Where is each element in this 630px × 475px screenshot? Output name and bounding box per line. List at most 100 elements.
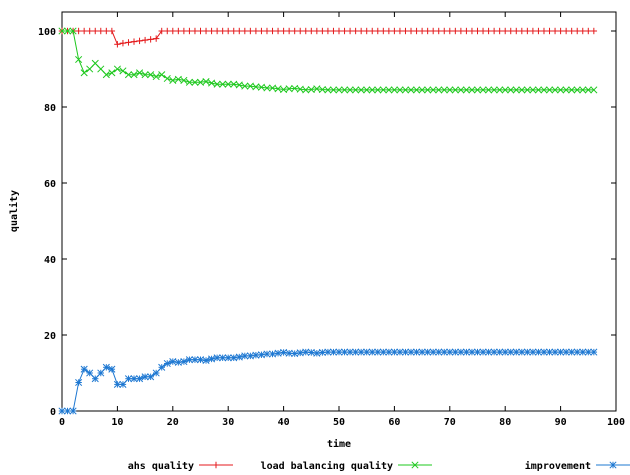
data-point-improvement bbox=[130, 375, 138, 383]
data-point-load-balancing-quality bbox=[368, 86, 376, 94]
data-point-load-balancing-quality bbox=[496, 86, 504, 94]
data-point-load-balancing-quality bbox=[69, 27, 77, 35]
data-point-improvement bbox=[396, 348, 404, 356]
data-point-load-balancing-quality bbox=[451, 86, 459, 94]
data-point-improvement bbox=[102, 363, 110, 371]
data-point-ahs-quality bbox=[490, 27, 498, 35]
data-point-load-balancing-quality bbox=[557, 86, 565, 94]
data-point-ahs-quality bbox=[518, 27, 526, 35]
data-point-load-balancing-quality bbox=[473, 86, 482, 94]
data-point-ahs-quality bbox=[474, 27, 481, 35]
data-point-ahs-quality bbox=[391, 27, 398, 35]
data-point-load-balancing-quality bbox=[213, 80, 221, 88]
data-point-improvement bbox=[268, 350, 277, 358]
data-point-load-balancing-quality bbox=[263, 84, 271, 92]
data-point-ahs-quality bbox=[97, 27, 104, 35]
data-point-load-balancing-quality bbox=[91, 59, 99, 67]
y-axis-title: quality bbox=[8, 190, 20, 232]
data-point-ahs-quality bbox=[568, 27, 575, 35]
data-point-improvement bbox=[263, 350, 271, 358]
data-point-improvement bbox=[573, 348, 581, 356]
data-point-load-balancing-quality bbox=[374, 86, 382, 94]
data-point-improvement bbox=[91, 375, 99, 383]
data-point-improvement bbox=[180, 358, 188, 366]
data-point-improvement bbox=[385, 348, 393, 356]
data-point-ahs-quality bbox=[252, 27, 260, 35]
x-tick-label: 50 bbox=[333, 417, 345, 428]
data-point-load-balancing-quality bbox=[86, 65, 94, 73]
data-point-ahs-quality bbox=[557, 27, 564, 35]
data-point-load-balancing-quality bbox=[379, 86, 387, 94]
data-point-load-balancing-quality bbox=[396, 86, 404, 94]
data-point-ahs-quality bbox=[341, 27, 348, 35]
x-tick-label: 100 bbox=[607, 417, 625, 428]
data-point-improvement bbox=[363, 348, 371, 356]
data-point-load-balancing-quality bbox=[413, 86, 421, 94]
data-point-ahs-quality bbox=[402, 27, 409, 35]
data-point-ahs-quality bbox=[369, 27, 376, 35]
data-point-ahs-quality bbox=[197, 27, 204, 35]
data-point-ahs-quality bbox=[180, 27, 188, 35]
axis-tick-labels: 0 10 20 30 40 50 60 70 80 90 100 0 20 40 60 80 100 bbox=[38, 27, 625, 428]
data-point-load-balancing-quality bbox=[534, 86, 542, 94]
data-point-load-balancing-quality bbox=[352, 86, 360, 94]
data-point-improvement bbox=[518, 348, 526, 356]
legend: ahs quality load balancing quality impro… bbox=[128, 460, 630, 472]
data-point-improvement bbox=[540, 348, 548, 356]
data-point-improvement bbox=[97, 369, 105, 377]
y-tick-label: 100 bbox=[38, 27, 56, 38]
data-point-improvement bbox=[285, 349, 293, 357]
data-point-load-balancing-quality bbox=[518, 86, 526, 94]
data-point-load-balancing-quality bbox=[579, 86, 587, 94]
data-point-ahs-quality bbox=[280, 27, 287, 35]
data-point-improvement bbox=[529, 348, 537, 356]
data-point-load-balancing-quality bbox=[58, 27, 66, 35]
data-point-ahs-quality bbox=[502, 27, 509, 35]
data-point-load-balancing-quality bbox=[390, 86, 398, 94]
x-tick-label: 60 bbox=[388, 417, 400, 428]
data-point-ahs-quality bbox=[86, 27, 93, 35]
data-point-ahs-quality bbox=[169, 27, 176, 35]
data-point-load-balancing-quality bbox=[457, 86, 465, 94]
data-point-load-balancing-quality bbox=[573, 86, 581, 94]
data-point-ahs-quality bbox=[241, 27, 249, 35]
data-point-load-balancing-quality bbox=[219, 80, 227, 88]
x-tick-label: 0 bbox=[59, 417, 65, 428]
data-point-improvement bbox=[80, 365, 88, 373]
data-point-ahs-quality bbox=[114, 41, 121, 48]
data-point-improvement bbox=[551, 348, 559, 356]
data-point-improvement bbox=[219, 354, 227, 362]
data-point-ahs-quality bbox=[225, 27, 232, 35]
data-point-load-balancing-quality bbox=[224, 80, 232, 88]
data-point-load-balancing-quality bbox=[568, 86, 576, 94]
data-point-ahs-quality bbox=[585, 27, 592, 35]
data-point-ahs-quality bbox=[152, 35, 160, 42]
data-point-load-balancing-quality bbox=[102, 71, 110, 79]
data-point-ahs-quality bbox=[158, 27, 165, 35]
data-point-improvement bbox=[568, 348, 576, 356]
data-point-ahs-quality bbox=[446, 27, 453, 35]
data-point-improvement bbox=[501, 348, 509, 356]
data-point-improvement bbox=[418, 348, 426, 356]
data-point-ahs-quality bbox=[108, 27, 116, 35]
data-point-improvement bbox=[584, 348, 592, 356]
data-point-ahs-quality bbox=[92, 27, 99, 35]
data-point-load-balancing-quality bbox=[208, 79, 216, 87]
data-point-ahs-quality bbox=[202, 27, 210, 35]
data-point-load-balancing-quality bbox=[180, 76, 188, 84]
data-point-improvement bbox=[462, 348, 470, 356]
data-point-ahs-quality bbox=[285, 27, 293, 35]
data-point-improvement bbox=[136, 375, 144, 383]
data-point-improvement bbox=[230, 354, 238, 362]
x-tick-label: 10 bbox=[111, 417, 123, 428]
data-point-ahs-quality bbox=[324, 27, 332, 35]
y-tick-label: 80 bbox=[44, 103, 56, 114]
data-point-improvement bbox=[213, 354, 221, 362]
y-tick-label: 40 bbox=[44, 255, 56, 266]
x-tick-label: 70 bbox=[444, 417, 456, 428]
data-point-load-balancing-quality bbox=[462, 86, 470, 94]
data-point-ahs-quality bbox=[413, 27, 420, 35]
data-point-load-balancing-quality bbox=[124, 71, 133, 79]
data-point-improvement bbox=[485, 348, 493, 356]
data-point-ahs-quality bbox=[396, 27, 404, 35]
